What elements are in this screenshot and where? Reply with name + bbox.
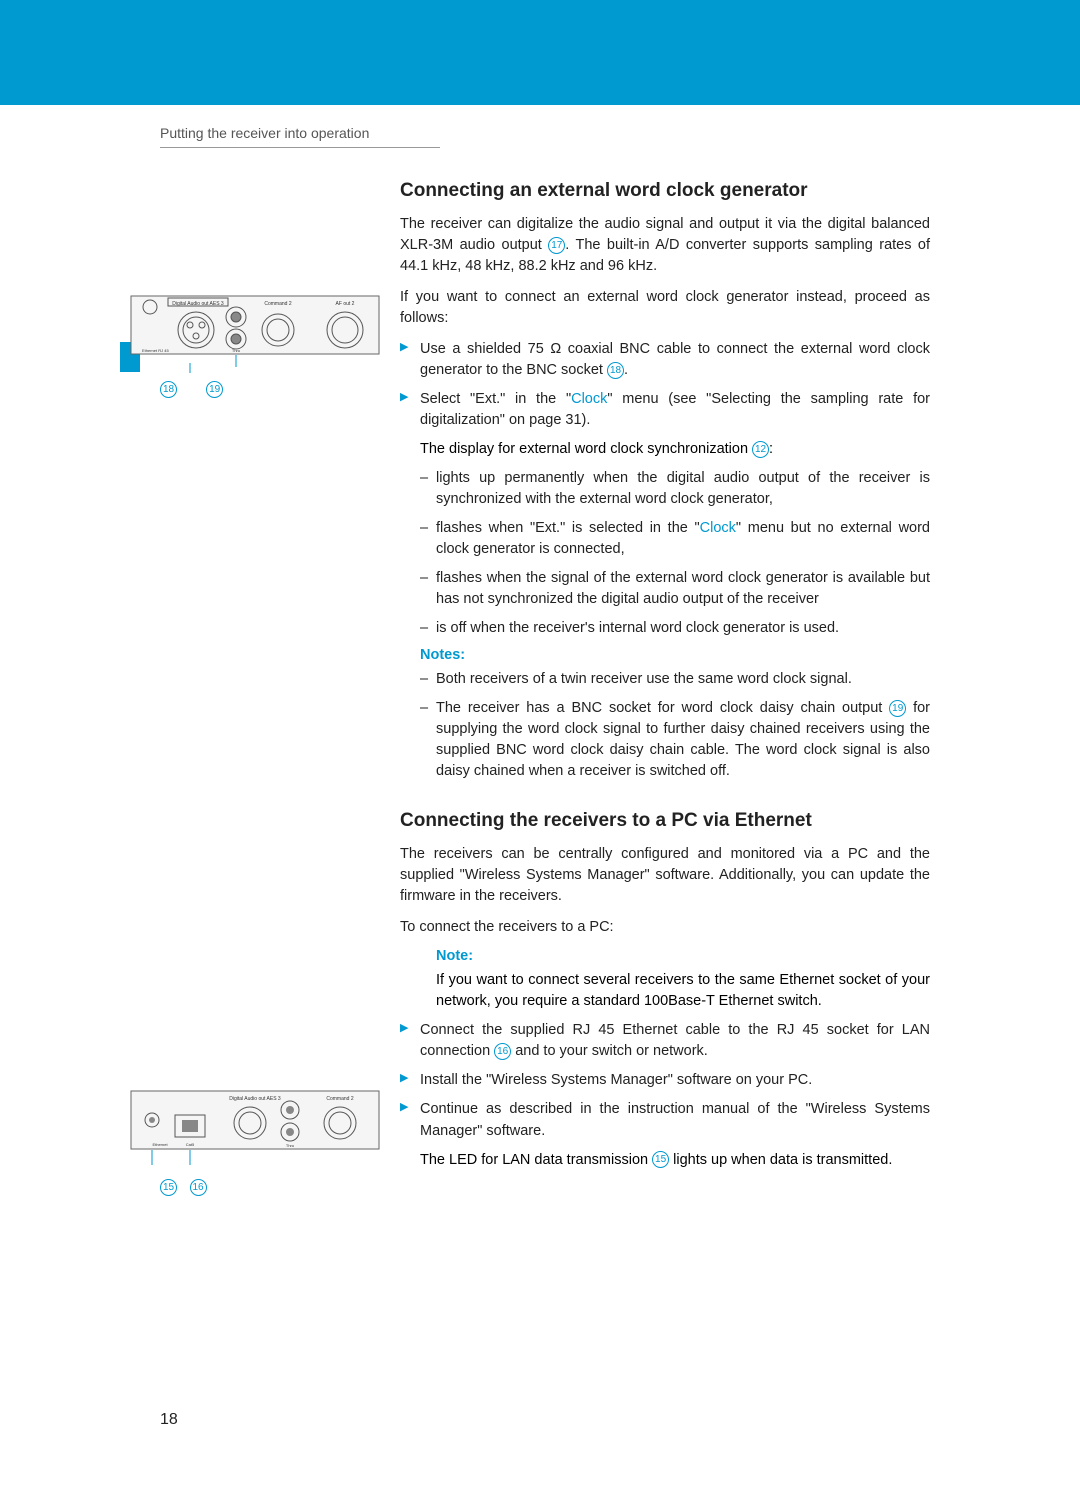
- rear-panel-diagram-top: Digital Audio out AES 3 Thru Command 2 A…: [130, 290, 380, 380]
- svg-text:Command 2: Command 2: [326, 1096, 353, 1102]
- header-bar: [0, 0, 1080, 105]
- s2li3c: lights up when data is transmitted.: [669, 1152, 892, 1168]
- breadcrumb-text: Putting the receiver into operation: [160, 125, 440, 148]
- s1n2a: The receiver has a BNC socket for word c…: [436, 700, 889, 716]
- s1-step2-sub: The display for external word clock sync…: [400, 439, 930, 460]
- svg-text:Ethernet: Ethernet: [152, 1142, 168, 1147]
- clock-hl-1: Clock: [571, 391, 607, 407]
- s2-step3: Continue as described in the instruction…: [400, 1099, 930, 1141]
- s1-n2: The receiver has a BNC socket for word c…: [400, 698, 930, 782]
- ref-18-inline: 18: [607, 362, 624, 379]
- s1-n1: Both receivers of a twin receiver use th…: [400, 669, 930, 690]
- ref-15-label: 15: [160, 1178, 177, 1195]
- ref-12-inline: 12: [752, 441, 769, 458]
- rear-panel-diagram-bottom: Cat5 Ethernet Digital Audio out AES 3 Th…: [130, 1085, 380, 1175]
- section1-heading: Connecting an external word clock genera…: [400, 180, 930, 202]
- clock-hl-2: Clock: [700, 520, 736, 536]
- svg-text:Thru: Thru: [232, 348, 240, 353]
- s1-d2: flashes when "Ext." is selected in the "…: [400, 518, 930, 560]
- ref-19-inline: 19: [889, 700, 906, 717]
- diagram-bottom-refs: 15 16: [160, 1178, 207, 1196]
- section1-p1: The receiver can digitalize the audio si…: [400, 214, 930, 277]
- s2li3b: The LED for LAN data transmission: [420, 1152, 652, 1168]
- main-content: Connecting an external word clock genera…: [400, 180, 930, 1179]
- section2-heading: Connecting the receivers to a PC via Eth…: [400, 810, 930, 832]
- svg-text:AF out 2: AF out 2: [336, 301, 355, 307]
- section2-note-body: If you want to connect several receivers…: [400, 970, 930, 1012]
- ref-19-label: 19: [206, 380, 223, 397]
- diagram-top-refs: 18 19: [160, 380, 223, 398]
- ref-16-inline: 16: [494, 1043, 511, 1060]
- s2-step1: Connect the supplied RJ 45 Ethernet cabl…: [400, 1020, 930, 1062]
- svg-text:Digital Audio out AES 3: Digital Audio out AES 3: [229, 1096, 281, 1102]
- svg-text:Cat5: Cat5: [186, 1142, 195, 1147]
- svg-text:Command 2: Command 2: [264, 301, 291, 307]
- svg-text:Ethernet RJ 45: Ethernet RJ 45: [142, 348, 169, 353]
- s1li2c: The display for external word clock sync…: [420, 441, 752, 457]
- s1-d3: flashes when the signal of the external …: [400, 568, 930, 610]
- s1-d1: lights up permanently when the digital a…: [400, 468, 930, 510]
- note-heading-2: Note:: [436, 948, 930, 964]
- svg-text:Digital Audio out AES 3: Digital Audio out AES 3: [172, 301, 224, 307]
- notes-heading: Notes:: [420, 647, 930, 663]
- s2li3a: Continue as described in the instruction…: [420, 1101, 930, 1138]
- ref-16-label: 16: [190, 1178, 207, 1195]
- s1-d4: is off when the receiver's internal word…: [400, 618, 930, 639]
- section1-p2: If you want to connect an external word …: [400, 287, 930, 329]
- ref-17-inline: 17: [548, 237, 565, 254]
- ref-15-inline: 15: [652, 1151, 669, 1168]
- s2-step2: Install the "Wireless Systems Manager" s…: [400, 1070, 930, 1091]
- s1li2d: :: [769, 441, 773, 457]
- s1li1b: .: [624, 362, 628, 378]
- section2-p2: To connect the receivers to a PC:: [400, 917, 930, 938]
- s1li1a: Use a shielded 75 Ω coaxial BNC cable to…: [420, 341, 930, 378]
- page-number: 18: [160, 1411, 178, 1429]
- s2-step3-sub: The LED for LAN data transmission 15 lig…: [400, 1150, 930, 1171]
- svg-text:Thru: Thru: [286, 1143, 294, 1148]
- s1-step1: Use a shielded 75 Ω coaxial BNC cable to…: [400, 339, 930, 381]
- s2li1b: and to your switch or network.: [511, 1043, 708, 1059]
- s1d2a: flashes when "Ext." is selected in the ": [436, 520, 700, 536]
- s1-step2: Select "Ext." in the "Clock" menu (see "…: [400, 389, 930, 431]
- s1li2a: Select "Ext." in the ": [420, 391, 571, 407]
- ref-18-label: 18: [160, 380, 177, 397]
- section2-p1: The receivers can be centrally configure…: [400, 844, 930, 907]
